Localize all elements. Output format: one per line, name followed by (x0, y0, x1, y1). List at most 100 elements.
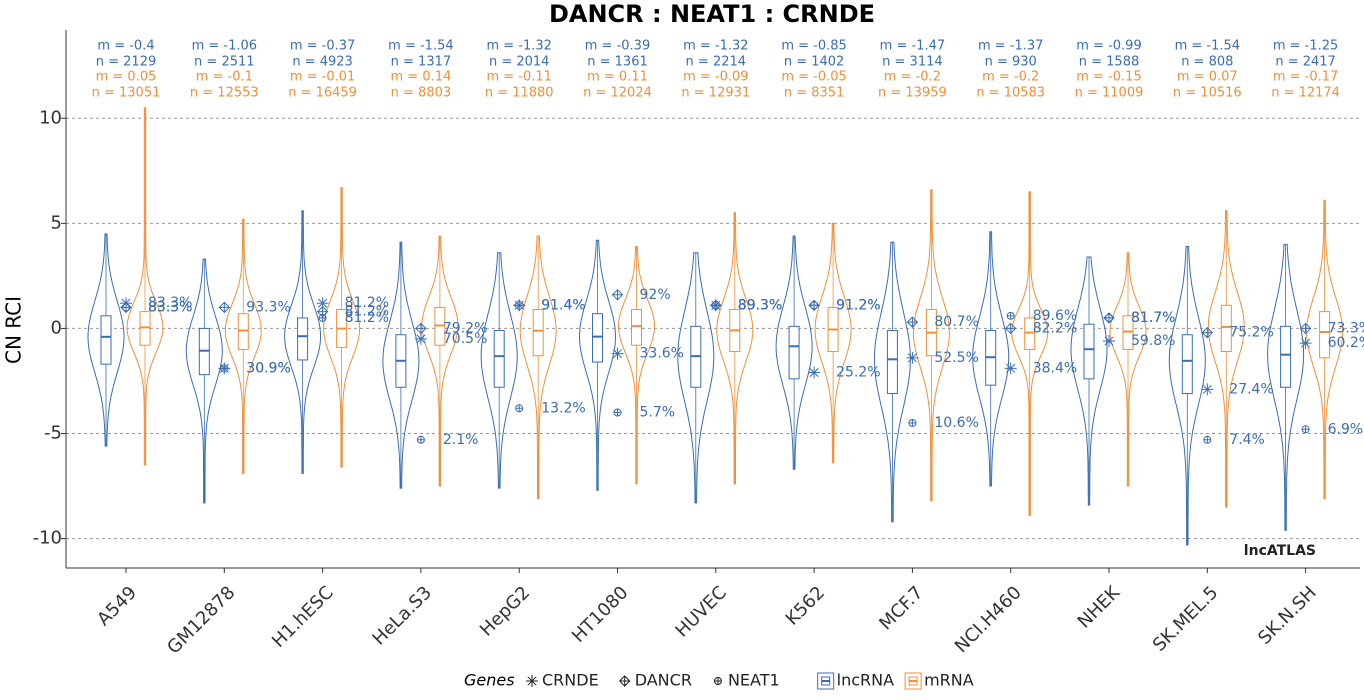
gene-marker (1103, 335, 1115, 348)
stat-label: m = -1.25 (1273, 39, 1338, 54)
gene-label: 89.3% (738, 297, 782, 313)
gene-marker (1301, 425, 1310, 434)
marker-part (1006, 363, 1016, 373)
stat-label: m = -0.4 (97, 39, 154, 54)
legend-title: Genes (464, 671, 515, 690)
stat-label: m = -1.47 (880, 39, 945, 54)
gene-marker (808, 366, 821, 379)
marker-part (1203, 436, 1211, 444)
legend-label: DANCR (635, 671, 692, 690)
violin (480, 252, 518, 489)
legend-symbol (526, 675, 538, 687)
marker-part (318, 298, 328, 308)
gene-label: 25.2% (836, 365, 880, 381)
stat-label: m = -0.1 (196, 70, 253, 85)
watermark: lncATLAS (1244, 543, 1316, 559)
violin (1011, 191, 1049, 516)
legend-label: CRNDE (542, 671, 599, 690)
gene-marker (611, 347, 624, 360)
gene-label: 30.9% (246, 360, 290, 376)
stat-label: m = -0.01 (290, 70, 355, 85)
stat-label: n = 1588 (1079, 55, 1139, 70)
marker-part (220, 364, 228, 372)
marker-part (417, 436, 425, 444)
stat-label: n = 2014 (489, 55, 549, 70)
gene-marker (513, 299, 525, 312)
stat-label: m = -0.05 (781, 70, 846, 85)
box (1083, 323, 1095, 380)
legend-label: lncRNA (837, 671, 894, 690)
violin (323, 187, 361, 468)
marker-part (416, 334, 426, 344)
marker-part (1301, 338, 1311, 348)
marker-part (1004, 322, 1017, 335)
marker-part (513, 299, 525, 312)
stat-label: n = 11880 (485, 86, 554, 101)
gene-label: 13.2% (541, 400, 585, 416)
stat-label: m = 0.07 (1177, 70, 1238, 85)
gene-label: 82.2% (1033, 320, 1077, 336)
marker-part (908, 419, 916, 427)
box (631, 309, 642, 346)
violin (185, 258, 223, 504)
gene-marker (711, 301, 720, 310)
violin (617, 246, 656, 485)
x-tick-label: HT1080 (568, 582, 633, 647)
stat-label: m = 0.14 (391, 70, 452, 85)
x-tick-label: H1.hESC (268, 582, 338, 652)
gene-marker (318, 313, 327, 322)
violin (814, 222, 852, 464)
x-tick-label: NCI.H460 (951, 582, 1026, 657)
stat-label: n = 930 (985, 55, 1037, 70)
box (1181, 334, 1193, 395)
marker-part (1302, 425, 1310, 433)
stat-label: m = -1.37 (978, 39, 1043, 54)
gene-label: 91.2% (836, 297, 880, 313)
stat-label: m = -0.37 (290, 39, 355, 54)
stat-label: n = 1317 (391, 55, 451, 70)
stat-label: n = 13959 (878, 86, 947, 101)
stat-label: n = 12931 (681, 86, 750, 101)
gene-label: 81.7% (1131, 310, 1175, 326)
stat-label: n = 2214 (686, 55, 746, 70)
violin (716, 212, 754, 485)
x-tick-label: HeLa.S3 (369, 582, 436, 649)
violin (677, 252, 715, 504)
gene-label: 89.3% (738, 297, 782, 313)
violin (1267, 243, 1305, 531)
gene-label: 89.3% (738, 297, 782, 313)
violin (1070, 256, 1108, 506)
violin (578, 239, 617, 491)
gene-label: 83.3% (148, 295, 192, 311)
gene-label: 60.2% (1328, 335, 1364, 351)
gene-label: 81.2% (345, 304, 389, 320)
violin (775, 235, 813, 470)
gene-label: 91.4% (541, 297, 585, 313)
stat-label: m = -1.54 (388, 39, 453, 54)
stat-label: n = 10583 (976, 86, 1045, 101)
box (1024, 317, 1036, 350)
gene-label: 59.8% (1131, 333, 1175, 349)
gene-label: 81.2% (345, 310, 389, 326)
gene-label: 83.3% (148, 299, 192, 315)
gene-marker (414, 332, 427, 345)
stat-label: m = -1.32 (683, 39, 748, 54)
stat-label: m = -0.2 (982, 70, 1039, 85)
gene-marker (1004, 362, 1017, 375)
stat-label: m = -0.85 (781, 39, 846, 54)
stat-label: n = 2129 (96, 55, 156, 70)
marker-part (907, 353, 917, 363)
box (493, 330, 505, 388)
legend-swatch (817, 672, 835, 690)
box (886, 330, 898, 395)
gene-marker (906, 351, 919, 364)
marker-part (122, 303, 130, 311)
marker-part (1007, 312, 1015, 320)
box (1280, 325, 1292, 388)
gene-label: 6.9% (1328, 421, 1364, 437)
legend-symbol (618, 675, 631, 687)
stat-label: n = 16459 (288, 86, 357, 101)
stat-label: m = -0.2 (884, 70, 941, 85)
x-tick-label: K562 (782, 582, 829, 629)
stat-label: n = 12024 (583, 86, 652, 101)
